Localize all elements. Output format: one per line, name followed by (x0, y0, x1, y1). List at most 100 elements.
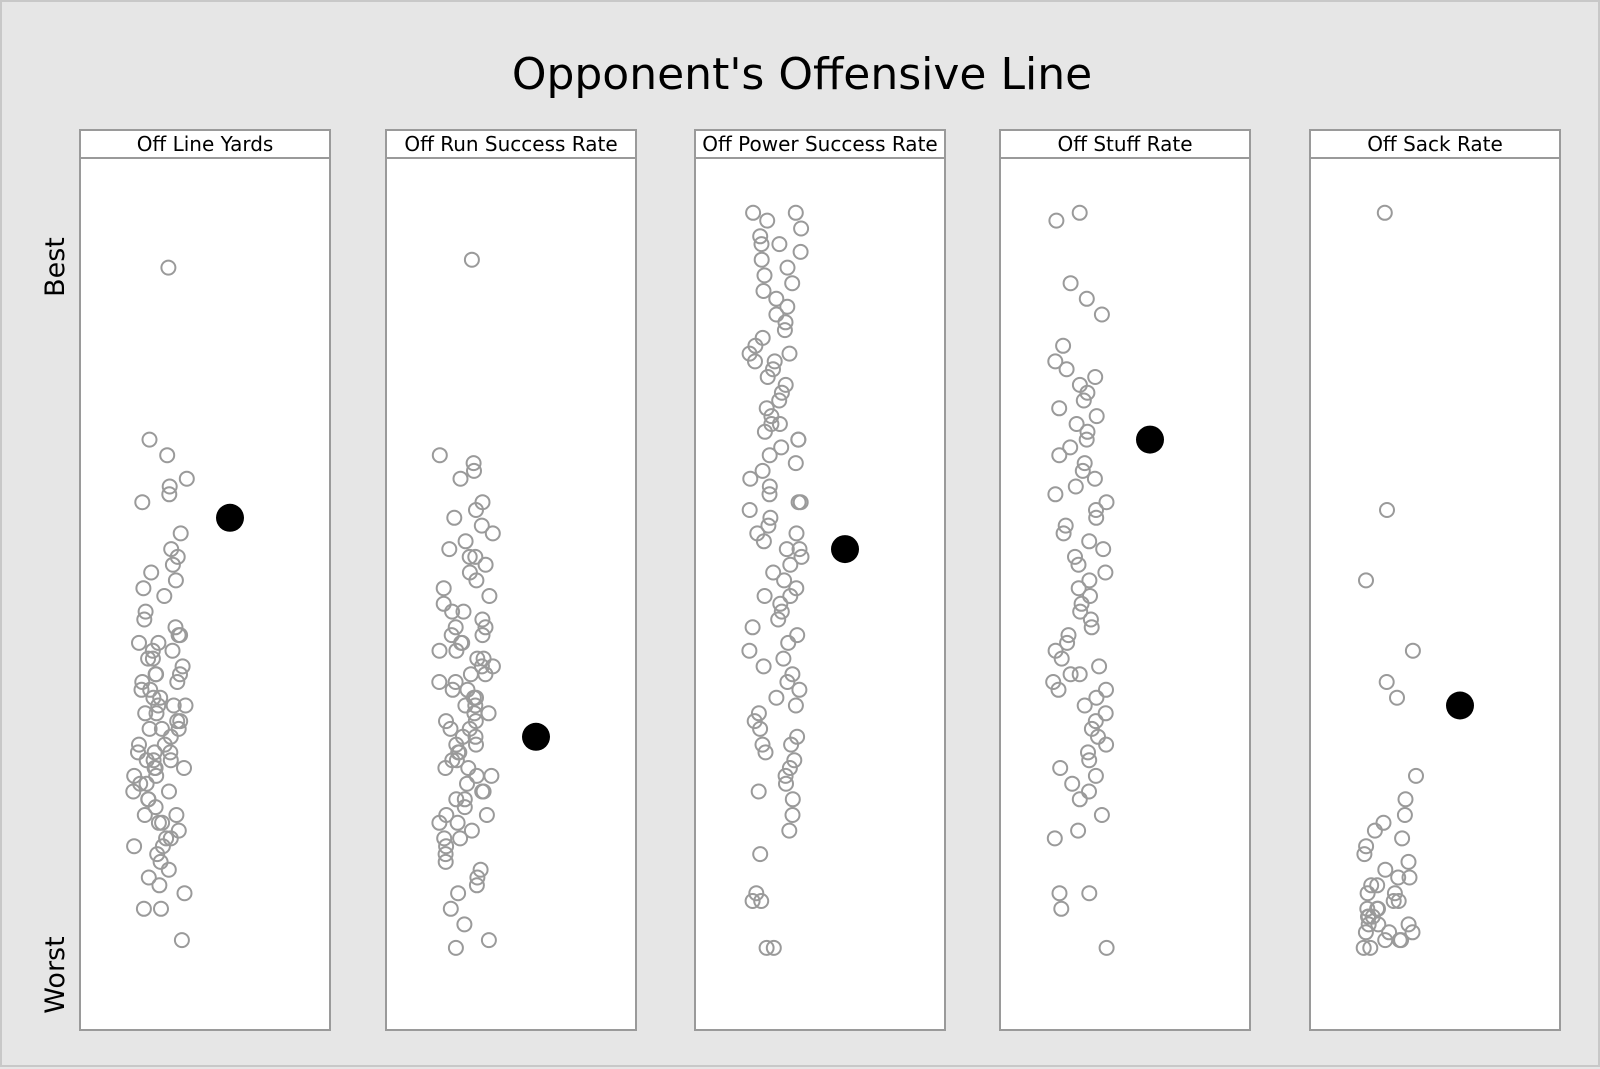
data-point (1048, 212, 1065, 229)
data-point (771, 236, 788, 253)
data-point (436, 830, 453, 847)
data-point (768, 306, 785, 323)
data-point (450, 885, 467, 902)
panel-header-box (385, 129, 637, 159)
data-point (1366, 822, 1383, 839)
data-point (781, 760, 798, 776)
data-point (1091, 658, 1108, 675)
data-point (455, 603, 472, 620)
data-point (756, 423, 773, 440)
data-point (766, 353, 783, 370)
data-point (167, 572, 184, 589)
data-point (441, 541, 458, 558)
data-point (1070, 822, 1087, 839)
data-point (1053, 900, 1070, 917)
data-point (1047, 486, 1064, 503)
data-point (1098, 939, 1115, 956)
panel-header-label: Off Run Success Rate (404, 132, 617, 156)
data-point (763, 408, 780, 425)
data-point (1052, 760, 1069, 776)
data-point (784, 666, 801, 683)
highlight-point (1136, 425, 1164, 454)
data-point (1078, 290, 1095, 307)
data-point (133, 681, 150, 698)
data-point (771, 392, 788, 409)
data-point (758, 939, 775, 956)
data-point (779, 298, 796, 315)
data-point (172, 666, 188, 683)
data-point (469, 650, 486, 667)
data-point (1396, 807, 1413, 823)
data-point (161, 783, 177, 800)
data-point (1046, 830, 1063, 847)
data-point (154, 814, 171, 831)
data-point (431, 674, 448, 690)
data-point (151, 877, 168, 894)
data-point (777, 314, 794, 331)
data-point (756, 267, 773, 284)
data-point (775, 650, 792, 667)
data-point (757, 744, 774, 761)
data-point (1356, 846, 1373, 863)
data-point (461, 548, 478, 565)
data-point (1400, 853, 1417, 870)
data-point (169, 713, 186, 730)
data-point (777, 376, 794, 393)
data-point (756, 588, 773, 604)
panel-plot-area (79, 157, 331, 1031)
data-point (1068, 416, 1085, 432)
data-point (159, 447, 176, 464)
data-point (134, 494, 151, 511)
data-point (135, 900, 152, 917)
data-point (1071, 666, 1088, 683)
data-point (136, 807, 153, 823)
data-point (1062, 439, 1079, 456)
data-point (126, 838, 143, 855)
data-point (773, 603, 790, 620)
data-point (791, 681, 808, 698)
data-point (773, 439, 790, 456)
data-point (431, 642, 448, 659)
data-point (750, 783, 767, 800)
data-point (1376, 204, 1393, 221)
data-point (765, 564, 782, 581)
data-point (753, 236, 770, 253)
data-point (744, 619, 761, 636)
data-point (438, 713, 454, 730)
data-point (467, 728, 484, 745)
data-point (469, 869, 486, 886)
data-point (137, 705, 154, 722)
data-point (759, 369, 776, 385)
data-point (1055, 337, 1072, 354)
data-point (460, 760, 477, 776)
data-point (448, 752, 465, 769)
data-point (782, 588, 799, 604)
data-point (744, 893, 761, 909)
data-point (452, 830, 469, 847)
data-point (784, 807, 801, 823)
data-point (480, 932, 497, 949)
data-point (787, 204, 804, 221)
data-point (758, 400, 775, 417)
data-point (145, 689, 162, 706)
data-point (160, 861, 177, 878)
data-point (789, 627, 806, 644)
data-point (447, 939, 464, 956)
data-point (791, 541, 808, 558)
data-point (1058, 361, 1075, 378)
data-point (153, 900, 169, 917)
data-point (1051, 447, 1068, 464)
data-point (164, 642, 181, 659)
data-point (1386, 885, 1403, 902)
data-point (771, 416, 788, 432)
data-point (1074, 462, 1091, 479)
data-point (787, 455, 804, 472)
data-point (755, 283, 772, 299)
data-point (1088, 408, 1105, 425)
data-point (456, 916, 473, 933)
data-point (174, 658, 191, 675)
y-axis-best-label: Best (40, 237, 71, 297)
data-point (1394, 830, 1411, 847)
data-point (1087, 369, 1104, 385)
data-point (761, 478, 778, 495)
